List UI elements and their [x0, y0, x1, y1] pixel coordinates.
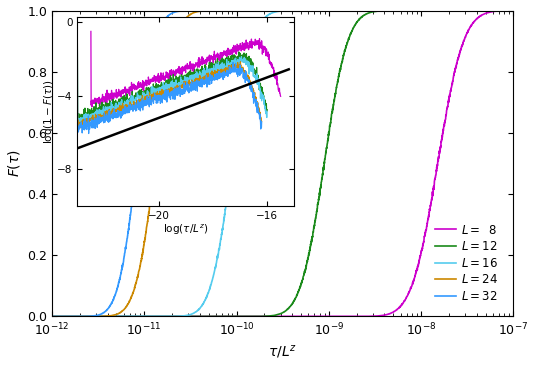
$L = 16$ [101, 314, 108, 319]
Y-axis label: $F(\tau)$: $F(\tau)$ [5, 150, 21, 178]
$L = 12$ [510, 8, 516, 13]
$L = 24$ [129, 294, 135, 298]
$L = 16$ [49, 314, 55, 319]
Line: $L = 16$: $L = 16$ [52, 11, 513, 317]
$L = 24$ [281, 8, 288, 13]
X-axis label: $\tau/L^z$: $\tau/L^z$ [268, 343, 297, 361]
$L = 32$ [246, 8, 252, 13]
$L = 32$ [101, 310, 108, 314]
$L = 24$ [246, 8, 252, 13]
$L =\;\; 8$ [246, 314, 252, 319]
$L = 16$ [452, 8, 458, 13]
$L =\;\; 8$ [451, 69, 458, 74]
$L = 32$ [501, 8, 508, 13]
$L = 12$ [129, 314, 135, 319]
Legend: $L =\;\; 8$, $L = 12$, $L = 16$, $L = 24$, $L = 32$: $L =\;\; 8$, $L = 12$, $L = 16$, $L = 24… [430, 219, 503, 307]
$L = 32$ [255, 8, 262, 13]
$L = 16$ [226, 183, 232, 188]
$L = 24$ [226, 8, 232, 13]
Line: $L = 24$: $L = 24$ [52, 11, 513, 317]
$L = 24$ [49, 314, 55, 319]
$L = 16$ [129, 314, 135, 319]
Line: $L =\;\; 8$: $L =\;\; 8$ [52, 11, 513, 317]
$L =\;\; 8$ [226, 314, 232, 319]
$L = 32$ [49, 314, 55, 319]
Line: $L = 12$: $L = 12$ [52, 11, 513, 317]
$L = 12$ [451, 8, 458, 13]
$L = 12$ [49, 314, 55, 319]
$L = 32$ [226, 8, 232, 13]
$L = 12$ [246, 314, 252, 319]
$L =\;\; 8$ [49, 314, 55, 319]
$L = 32$ [452, 8, 458, 13]
$L = 12$ [501, 8, 508, 13]
$L = 12$ [101, 314, 108, 319]
$L = 16$ [366, 8, 372, 13]
$L = 16$ [246, 55, 252, 59]
$L = 16$ [510, 8, 516, 13]
$L = 16$ [501, 8, 508, 13]
$L =\;\; 8$ [101, 314, 108, 319]
$L =\;\; 8$ [510, 8, 516, 13]
$L = 24$ [510, 8, 516, 13]
Line: $L = 32$: $L = 32$ [52, 11, 513, 317]
$L = 24$ [101, 314, 108, 318]
$L = 12$ [473, 8, 480, 13]
$L =\;\; 8$ [129, 314, 135, 319]
$L = 12$ [226, 314, 232, 319]
$L = 24$ [452, 8, 458, 13]
$L = 32$ [129, 198, 135, 203]
$L = 24$ [501, 8, 508, 13]
$L =\;\; 8$ [501, 8, 507, 13]
$L = 32$ [510, 8, 516, 13]
